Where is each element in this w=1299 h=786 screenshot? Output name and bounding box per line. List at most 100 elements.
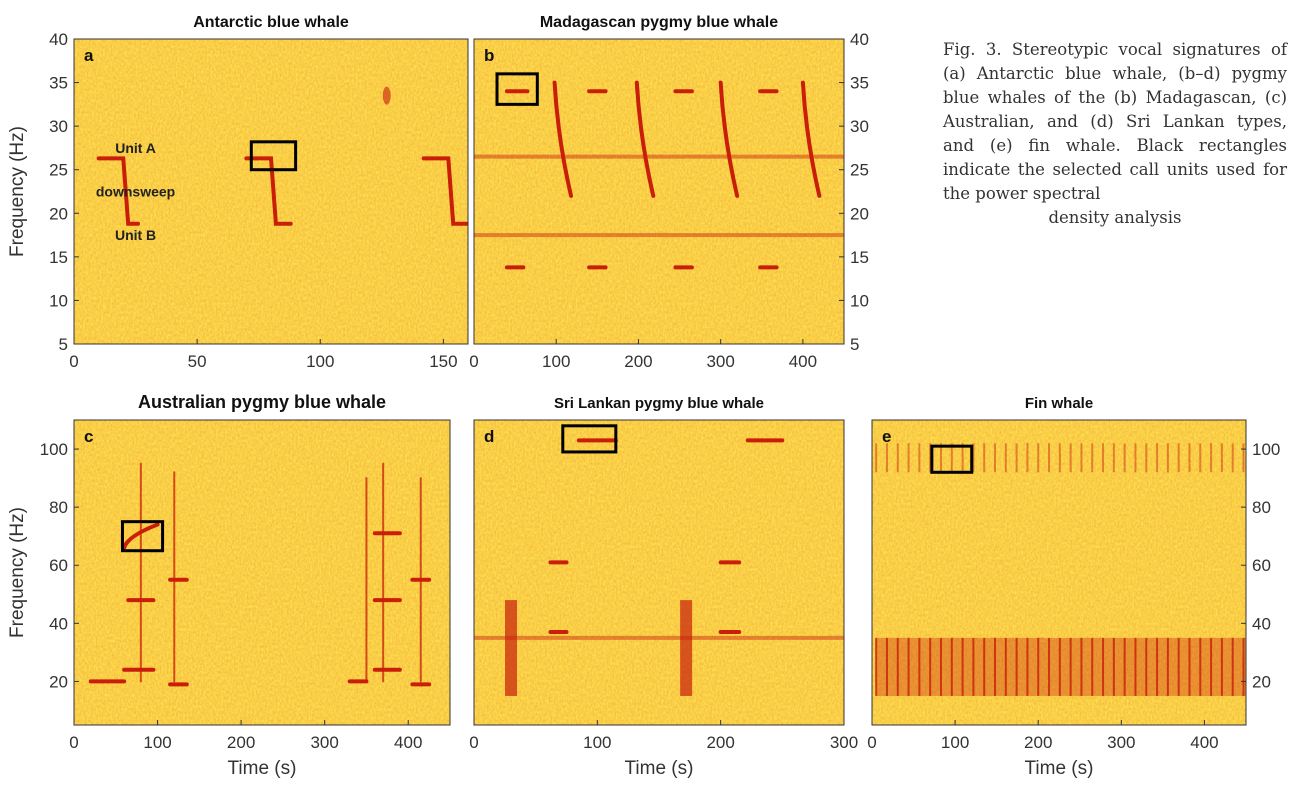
panel-letter: d bbox=[484, 427, 494, 446]
x-tick-label: 100 bbox=[306, 352, 334, 371]
panel-letter: a bbox=[84, 46, 94, 65]
panel-title: Madagascan pygmy blue whale bbox=[540, 14, 778, 31]
spectrogram-noise bbox=[474, 420, 844, 725]
call-sweep-4 bbox=[552, 80, 574, 198]
panel-title: Antarctic blue whale bbox=[193, 14, 349, 31]
x-tick-label: 0 bbox=[867, 733, 876, 752]
call-z-2 bbox=[421, 156, 468, 226]
call-sweep-6 bbox=[718, 80, 740, 198]
x-tick-label: 400 bbox=[394, 733, 422, 752]
x-tick-label: 200 bbox=[227, 733, 255, 752]
call-blob-3 bbox=[382, 86, 391, 105]
spectrogram-noise bbox=[474, 39, 844, 344]
y-axis-label: Frequency (Hz) bbox=[7, 126, 28, 257]
y-tick-label: 35 bbox=[850, 74, 869, 93]
call-sweep-3 bbox=[122, 522, 160, 550]
x-tick-label: 0 bbox=[69, 733, 78, 752]
selected-unit-box bbox=[120, 520, 165, 553]
y-tick-label: 80 bbox=[1252, 498, 1271, 517]
x-tick-label: 300 bbox=[706, 352, 734, 371]
band-1 bbox=[474, 233, 844, 238]
y-tick-label: 40 bbox=[1252, 614, 1271, 633]
y-tick-label: 40 bbox=[49, 30, 68, 49]
y-tick-label: 25 bbox=[850, 161, 869, 180]
band-0 bbox=[474, 154, 844, 159]
plot-frame bbox=[473, 419, 845, 726]
y-tick-label: 15 bbox=[850, 248, 869, 267]
y-tick-label: 100 bbox=[40, 440, 68, 459]
y-axis-label: Frequency (Hz) bbox=[7, 507, 28, 638]
y-tick-label: 80 bbox=[49, 498, 68, 517]
x-tick-label: 300 bbox=[1107, 733, 1135, 752]
y-tick-label: 10 bbox=[850, 291, 869, 310]
x-tick-label: 300 bbox=[310, 733, 338, 752]
x-tick-label: 400 bbox=[1190, 733, 1218, 752]
annotation-2: Unit B bbox=[115, 227, 156, 243]
selected-unit-box bbox=[495, 72, 539, 106]
spectrogram-noise bbox=[74, 420, 450, 725]
y-tick-label: 60 bbox=[49, 556, 68, 575]
y-tick-label: 100 bbox=[1252, 440, 1280, 459]
x-tick-label: 150 bbox=[429, 352, 457, 371]
caption-last-line: density analysis bbox=[1048, 208, 1182, 227]
plot-frame bbox=[73, 419, 451, 726]
spectrogram-noise bbox=[74, 39, 468, 344]
plot-frame bbox=[73, 38, 469, 345]
selected-unit-box bbox=[930, 444, 974, 474]
x-tick-label: 100 bbox=[583, 733, 611, 752]
call-z-1 bbox=[244, 156, 293, 226]
x-axis-label: Time (s) bbox=[625, 758, 694, 779]
x-tick-label: 0 bbox=[469, 733, 478, 752]
y-tick-label: 15 bbox=[49, 248, 68, 267]
band-0 bbox=[474, 635, 844, 640]
panel-a: Unit A downsweep Unit B a Antarctic blue wha… bbox=[7, 14, 469, 371]
panel-c: c Australian pygmy blue whale 0 100 200 300 40… bbox=[7, 392, 451, 779]
x-tick-label: 0 bbox=[469, 352, 478, 371]
call-burst-7 bbox=[680, 600, 693, 696]
call-z-0 bbox=[96, 156, 141, 226]
plot-frame bbox=[871, 419, 1247, 726]
y-tick-label: 20 bbox=[1252, 672, 1271, 691]
panel-letter: b bbox=[484, 46, 494, 65]
panel-d: d Sri Lankan pygmy blue whale 0 100 200 300 Ti… bbox=[469, 395, 858, 779]
annotation-0: Unit A bbox=[115, 140, 156, 156]
call-sweep-5 bbox=[634, 80, 656, 198]
panel-title: Sri Lankan pygmy blue whale bbox=[554, 395, 764, 412]
panel-b: b Madagascan pygmy blue whale 0 100 200 300 40… bbox=[469, 14, 869, 371]
x-tick-label: 300 bbox=[830, 733, 858, 752]
y-tick-label: 20 bbox=[49, 672, 68, 691]
panel-title: Fin whale bbox=[1025, 395, 1093, 412]
call-sweep-7 bbox=[800, 80, 822, 198]
call-burst-6 bbox=[505, 600, 517, 696]
call-pulse_train-0 bbox=[875, 637, 1246, 696]
y-tick-label: 25 bbox=[49, 161, 68, 180]
panel-title: Australian pygmy blue whale bbox=[138, 392, 386, 412]
selected-unit-box bbox=[561, 424, 618, 454]
y-tick-label: 35 bbox=[49, 74, 68, 93]
y-tick-label: 30 bbox=[49, 117, 68, 136]
y-tick-label: 20 bbox=[850, 204, 869, 223]
panel-letter: e bbox=[882, 427, 891, 446]
y-tick-label: 5 bbox=[59, 335, 68, 354]
y-tick-label: 10 bbox=[49, 291, 68, 310]
y-tick-label: 5 bbox=[850, 335, 859, 354]
x-tick-label: 100 bbox=[941, 733, 969, 752]
y-tick-label: 40 bbox=[850, 30, 869, 49]
x-tick-label: 0 bbox=[69, 352, 78, 371]
annotation-1: downsweep bbox=[96, 184, 175, 200]
plot-frame bbox=[473, 38, 845, 345]
x-axis-label: Time (s) bbox=[228, 758, 297, 779]
call-pulse_train_faint-1 bbox=[875, 443, 1245, 473]
panel-e: e Fin whale 0 100 200 300 400 Time (s) 20 40 60 80 1… bbox=[867, 395, 1280, 779]
x-tick-label: 200 bbox=[1024, 733, 1052, 752]
x-tick-label: 100 bbox=[143, 733, 171, 752]
x-tick-label: 200 bbox=[706, 733, 734, 752]
y-tick-label: 60 bbox=[1252, 556, 1271, 575]
x-tick-label: 400 bbox=[789, 352, 817, 371]
y-tick-label: 30 bbox=[850, 117, 869, 136]
y-tick-label: 20 bbox=[49, 204, 68, 223]
caption-text: Fig. 3. Stereotypic vocal signatures of … bbox=[943, 40, 1287, 203]
y-tick-label: 40 bbox=[49, 614, 68, 633]
x-axis-label: Time (s) bbox=[1025, 758, 1094, 779]
figure-caption: Fig. 3. Stereotypic vocal signatures of … bbox=[943, 38, 1287, 230]
